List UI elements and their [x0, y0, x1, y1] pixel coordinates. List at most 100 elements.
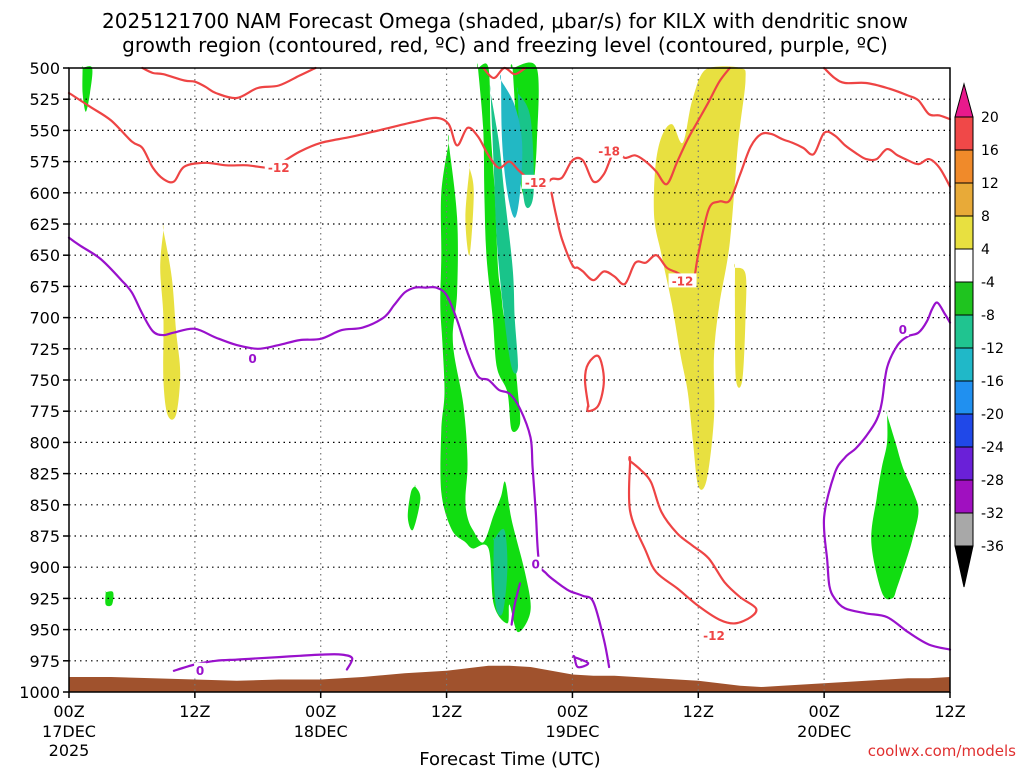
- y-tick-label-650: 650: [29, 246, 60, 265]
- y-tick-label-875: 875: [29, 527, 60, 546]
- contour-label-0: -12: [268, 161, 290, 175]
- y-tick-label-575: 575: [29, 153, 60, 172]
- y-tick-label-1000: 1000: [19, 683, 60, 702]
- contour-frz-left: [67, 236, 611, 669]
- omega-region-pos4-0: [160, 224, 181, 420]
- contour-label-5: 0: [248, 352, 256, 366]
- y-tick-label-975: 975: [29, 652, 60, 671]
- colorbar-label-11: -28: [981, 473, 1004, 489]
- chart-title-line-1: 2025121700 NAM Forecast Omega (shaded, μ…: [102, 9, 908, 33]
- contour-label-bg-7: [529, 556, 542, 571]
- contour-label-7: 0: [532, 558, 540, 572]
- contour-label-6: 0: [196, 664, 204, 678]
- y-tick-label-850: 850: [29, 496, 60, 515]
- x-tick-label-48: 00Z: [557, 702, 588, 721]
- colorbar-swatch-1: [954, 116, 974, 151]
- contour-layer: [67, 66, 952, 672]
- contour-label-3: -12: [672, 274, 694, 288]
- colorbar-swatch-11: [954, 446, 974, 481]
- y-tick-label-675: 675: [29, 277, 60, 296]
- contour-label-bg-3: [668, 273, 697, 288]
- y-tick-label-625: 625: [29, 215, 60, 234]
- credit-text: coolwx.com/models: [868, 742, 1016, 760]
- contour-label-bg-5: [246, 350, 259, 365]
- x-axis-label: Forecast Time (UTC): [419, 749, 600, 768]
- colorbar: 20 16 12 8 4 -4 -8 -12 -16 -20 -24 -28 -32 -36: [954, 82, 1004, 588]
- contour-frz-right: [822, 301, 952, 651]
- contour-frz-loop-small: [572, 654, 590, 669]
- colorbar-swatch-5: [954, 248, 974, 283]
- colorbar-swatch-7: [954, 314, 974, 349]
- colorbar-swatch-12: [954, 479, 974, 514]
- omega-region-neg8-14: [493, 528, 508, 616]
- colorbar-label-8: -16: [981, 374, 1004, 390]
- contour-label-2: -18: [598, 145, 620, 159]
- y-tick-label-725: 725: [29, 340, 60, 359]
- colorbar-label-9: -20: [981, 407, 1004, 423]
- contour-label-layer: -12 -12 -18 -12 -12 0 0 0 0: [194, 143, 909, 678]
- omega-region-neg4-4: [81, 66, 93, 112]
- colorbar-swatch-13: [954, 512, 974, 547]
- colorbar-swatch-2: [954, 149, 974, 184]
- contour-dgz-mid-low-loop: [583, 354, 605, 413]
- omega-region-pos4-1: [465, 163, 474, 256]
- y-tick-label-950: 950: [29, 621, 60, 640]
- omega-shading-layer: [81, 62, 974, 633]
- y-tick-label-550: 550: [29, 121, 60, 140]
- omega-region-pos4-3: [734, 263, 747, 388]
- contour-label-bg-2: [595, 143, 624, 158]
- colorbar-label-5: -4: [981, 275, 995, 291]
- y-tick-label-500: 500: [29, 59, 60, 78]
- chart-title-line-2: growth region (contoured, red, ºC) and f…: [122, 33, 888, 57]
- x-tick-label-0: 00Z: [53, 702, 84, 721]
- contour-label-bg-1: [521, 174, 550, 189]
- contour-dgz-left: [141, 66, 317, 100]
- contour-frz-low-mid: [510, 582, 522, 626]
- colorbar-swatch-14: [954, 545, 974, 588]
- y-tick-label-825: 825: [29, 465, 60, 484]
- y-tick-label-700: 700: [29, 309, 60, 328]
- omega-region-neg12-15: [500, 74, 523, 218]
- contour-label-1: -12: [525, 176, 547, 190]
- contour-label-bg-4: [700, 627, 729, 642]
- omega-region-pos4-2: [653, 66, 746, 490]
- pressure-axis: 500 525 550 575 600 625 650 675 700 725 750 775 800 8…: [19, 59, 69, 702]
- terrain-layer: [69, 665, 950, 692]
- x-tick-label-72: 00Z: [808, 702, 839, 721]
- colorbar-label-10: -24: [981, 440, 1004, 456]
- colorbar-swatch-10: [954, 413, 974, 448]
- x-date-label-0: 17DEC: [42, 722, 96, 741]
- contour-label-bg-0: [264, 159, 293, 174]
- colorbar-swatch-6: [954, 281, 974, 316]
- contour-label-bg-6: [194, 662, 207, 677]
- colorbar-label-3: 8: [981, 209, 990, 225]
- y-tick-label-750: 750: [29, 371, 60, 390]
- colorbar-label-0: 20: [981, 110, 999, 126]
- colorbar-label-6: -8: [981, 308, 995, 324]
- x-tick-label-84: 12Z: [934, 702, 965, 721]
- colorbar-label-13: -36: [981, 539, 1004, 555]
- omega-region-neg8-12: [489, 85, 518, 374]
- contour-label-bg-8: [896, 322, 909, 337]
- contour-label-8: 0: [899, 323, 907, 337]
- colorbar-swatch-8: [954, 347, 974, 382]
- x-date-label-48: 19DEC: [545, 722, 599, 741]
- colorbar-label-7: -12: [981, 341, 1004, 357]
- x-year-label-0: 2025: [49, 741, 90, 760]
- x-date-label-72: 20DEC: [797, 722, 851, 741]
- colorbar-label-12: -32: [981, 506, 1004, 522]
- omega-region-neg4-6: [440, 135, 531, 633]
- contour-frz-low-left: [172, 653, 354, 672]
- x-tick-label-36: 12Z: [431, 702, 462, 721]
- colorbar-swatch-3: [954, 182, 974, 217]
- colorbar-label-1: 16: [981, 143, 999, 159]
- x-date-label-24: 18DEC: [294, 722, 348, 741]
- y-tick-label-925: 925: [29, 589, 60, 608]
- omega-region-neg4-11: [871, 411, 919, 600]
- contour-dgz-lower: [550, 130, 952, 287]
- colorbar-label-4: 4: [981, 242, 990, 258]
- x-tick-label-24: 00Z: [305, 702, 336, 721]
- contour-dgz-right-top: [823, 66, 952, 121]
- y-tick-label-600: 600: [29, 184, 60, 203]
